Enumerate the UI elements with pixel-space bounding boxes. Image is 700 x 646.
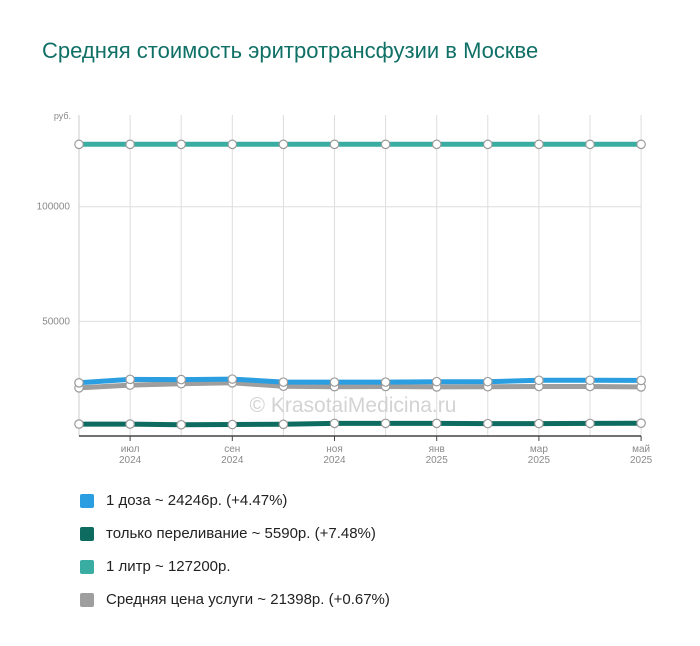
x-tick-year-label: 2025	[630, 455, 653, 466]
data-point	[176, 419, 186, 430]
y-tick-label: 100000	[37, 202, 71, 213]
x-tick-year-label: 2025	[426, 455, 449, 466]
data-point	[534, 375, 544, 386]
data-point	[431, 139, 442, 150]
data-point	[278, 419, 289, 430]
y-axis-unit-label: руб.	[54, 111, 71, 121]
data-point	[227, 139, 238, 150]
chart-title: Средняя стоимость эритротрансфузии в Мос…	[42, 38, 539, 63]
series-line	[76, 376, 644, 386]
data-point	[329, 377, 340, 387]
data-point	[74, 419, 84, 429]
data-point	[585, 418, 595, 429]
legend-item[interactable]: 1 литр ~ 127200р.	[80, 550, 390, 583]
data-point	[534, 418, 544, 429]
legend-swatch	[80, 526, 94, 541]
data-point	[329, 418, 340, 429]
data-point	[125, 374, 135, 385]
legend-swatch	[80, 559, 94, 574]
data-point	[431, 418, 442, 429]
legend-label: 1 доза ~ 24246р. (+4.47%)	[106, 492, 288, 509]
data-point	[636, 139, 646, 150]
data-point	[482, 376, 493, 387]
data-point	[380, 139, 391, 150]
legend-swatch	[80, 592, 94, 607]
data-point	[380, 377, 391, 387]
data-point	[636, 418, 646, 428]
x-tick-month-label: сен	[224, 444, 240, 455]
data-point	[636, 375, 646, 386]
data-point	[431, 376, 442, 387]
line-chart: 50000100000руб.июл2024сен2024ноя2024янв2…	[37, 111, 653, 466]
data-point	[482, 139, 493, 150]
data-point	[125, 139, 135, 150]
x-tick-year-label: 2024	[221, 455, 244, 466]
x-tick-month-label: мар	[530, 444, 548, 455]
data-point	[329, 139, 340, 150]
x-tick-month-label: май	[632, 444, 650, 455]
x-tick-month-label: янв	[429, 444, 445, 455]
data-point	[278, 139, 289, 150]
y-tick-label: 50000	[42, 316, 70, 327]
series-line	[76, 420, 644, 428]
data-point	[482, 418, 493, 429]
legend-item[interactable]: только переливание ~ 5590р. (+7.48%)	[80, 517, 390, 550]
x-tick-year-label: 2024	[323, 455, 346, 466]
watermark: © KrasotaiMedicina.ru	[250, 394, 457, 417]
legend-item[interactable]: Средняя цена услуги ~ 21398р. (+0.67%)	[80, 583, 390, 616]
data-point	[585, 375, 595, 386]
data-point	[585, 139, 595, 150]
data-point	[380, 418, 391, 429]
data-point	[278, 377, 289, 387]
data-point	[176, 374, 186, 385]
data-point	[74, 378, 84, 388]
series-line	[76, 380, 644, 391]
legend-item[interactable]: 1 доза ~ 24246р. (+4.47%)	[80, 484, 390, 517]
data-point	[534, 139, 544, 150]
legend-label: 1 литр ~ 127200р.	[106, 558, 231, 575]
legend-swatch	[80, 493, 94, 508]
x-tick-year-label: 2024	[119, 455, 142, 466]
data-point	[125, 419, 135, 429]
legend-label: Средняя цена услуги ~ 21398р. (+0.67%)	[106, 591, 390, 608]
x-tick-year-label: 2025	[528, 455, 551, 466]
x-tick-month-label: июл	[121, 444, 140, 455]
data-point	[227, 419, 238, 430]
data-point	[227, 374, 238, 384]
legend-label: только переливание ~ 5590р. (+7.48%)	[106, 525, 376, 542]
legend: 1 доза ~ 24246р. (+4.47%) только перелива…	[80, 484, 390, 616]
x-tick-month-label: ноя	[326, 444, 343, 455]
data-point	[176, 139, 186, 150]
data-point	[74, 139, 84, 150]
